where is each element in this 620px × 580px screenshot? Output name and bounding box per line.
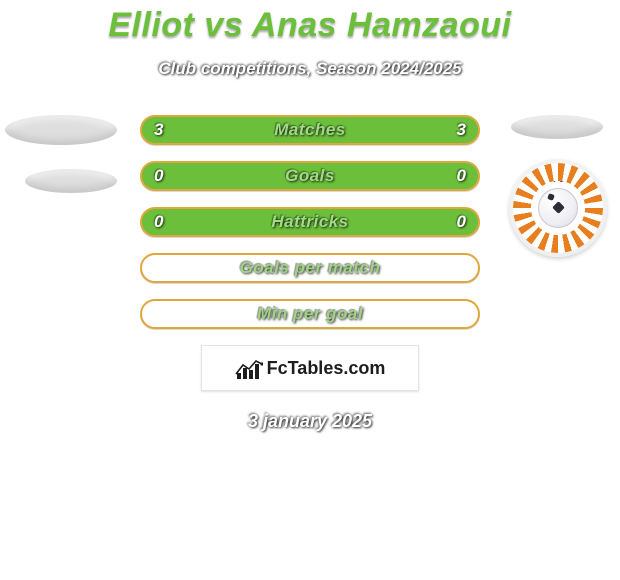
player-ellipse-icon [511, 115, 603, 139]
soccer-ball-icon [538, 188, 578, 228]
date-label: 3 january 2025 [0, 411, 620, 432]
stat-bar: Goals 0 0 [140, 161, 480, 191]
stat-label: Matches [274, 120, 346, 140]
stat-label: Goals [285, 166, 335, 186]
stat-bar: Matches 3 3 [140, 115, 480, 145]
logo-text: FcTables.com [267, 358, 386, 379]
stat-label: Hattricks [271, 212, 348, 232]
player-ellipse-icon [25, 169, 117, 193]
stat-bars: Matches 3 3 Goals 0 0 Hattricks 0 0 Goals per mat… [140, 115, 480, 329]
stat-bar: Min per goal [140, 299, 480, 329]
stat-value-right: 0 [457, 166, 466, 186]
bar-chart-icon [235, 357, 263, 379]
fctables-logo: FcTables.com [201, 345, 419, 391]
stat-label: Min per goal [257, 304, 363, 324]
player-ellipse-icon [5, 115, 117, 145]
page-title: Elliot vs Anas Hamzaoui [0, 0, 620, 45]
stat-label: Goals per match [240, 258, 381, 278]
stat-value-left: 0 [154, 212, 163, 232]
page-subtitle: Club competitions, Season 2024/2025 [0, 59, 620, 79]
stat-value-right: 0 [457, 212, 466, 232]
stat-bar: Hattricks 0 0 [140, 207, 480, 237]
club-badge: PERTH GLORY [509, 159, 607, 257]
stat-value-right: 3 [457, 120, 466, 140]
right-player-avatars: PERTH GLORY [485, 115, 615, 257]
left-player-avatars [5, 115, 135, 193]
comparison-stage: PERTH GLORY Matches33Goals00Hattricks00G… [0, 115, 620, 432]
stat-value-left: 0 [154, 166, 163, 186]
stat-bar: Goals per match [140, 253, 480, 283]
stat-value-left: 3 [154, 120, 163, 140]
